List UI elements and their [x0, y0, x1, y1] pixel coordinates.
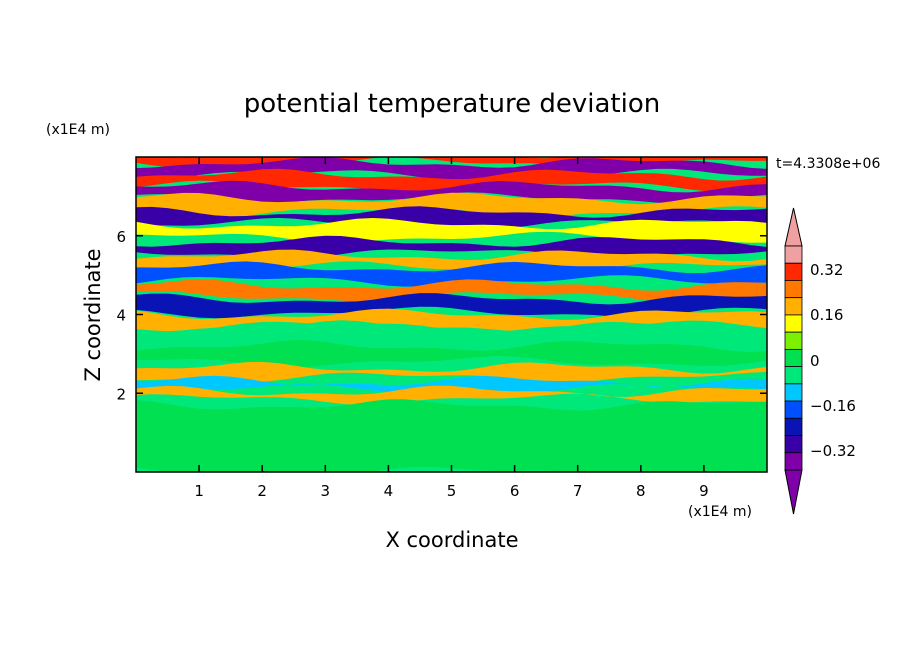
colorbar-tick-label: −0.16 — [810, 397, 856, 415]
colorbar-segment — [784, 417, 803, 436]
contour-band — [136, 308, 767, 333]
y-axis: 2 4 6 — [116, 228, 767, 403]
x-unit-label: (x1E4 m) — [688, 504, 752, 520]
chart-title: potential temperature deviation — [244, 89, 660, 119]
contour-band — [136, 293, 767, 319]
colorbar-over-triangle — [784, 207, 803, 247]
contour-band — [136, 385, 767, 405]
contour-band — [136, 261, 767, 287]
colorbar-segment — [784, 245, 803, 264]
colorbar-segment — [784, 366, 803, 385]
colorbar-segment — [784, 435, 803, 454]
colorbar-tick-label: −0.32 — [810, 442, 856, 460]
colorbar-segment — [784, 280, 803, 299]
colorbar: 0.32 0.16 0 −0.16 −0.32 — [784, 207, 856, 515]
colorbar-segment — [784, 297, 803, 316]
contour-band — [136, 192, 767, 218]
colorbar-segment — [784, 314, 803, 333]
colorbar-under-triangle — [784, 469, 803, 515]
x-tick-label: 5 — [447, 482, 457, 500]
colorbar-segment — [784, 331, 803, 350]
y-tick-label: 2 — [116, 385, 126, 403]
x-tick-label: 7 — [573, 482, 583, 500]
contour-band — [136, 168, 767, 192]
colorbar-tick-label: 0 — [810, 352, 820, 370]
contour-bands — [136, 157, 767, 472]
colorbar-segment — [784, 400, 803, 419]
contour-band — [136, 361, 767, 384]
contour-band — [136, 218, 767, 244]
time-label: t=4.3308e+06 — [776, 156, 880, 172]
contour-band — [136, 206, 767, 230]
contour-band — [136, 279, 767, 303]
x-tick-label: 8 — [636, 482, 646, 500]
x-tick-label: 9 — [699, 482, 709, 500]
x-tick-label: 3 — [321, 482, 331, 500]
colorbar-segment — [784, 452, 803, 471]
x-tick-label: 1 — [194, 482, 204, 500]
x-tick-label: 2 — [257, 482, 267, 500]
x-axis-label: X coordinate — [385, 528, 518, 552]
x-axis: 1 2 3 4 5 6 7 8 9 — [194, 157, 709, 500]
contour-band — [136, 340, 767, 368]
y-tick-label: 6 — [116, 228, 126, 246]
contour-band — [136, 180, 767, 204]
x-tick-label: 4 — [384, 482, 394, 500]
colorbar-segment — [784, 383, 803, 402]
colorbar-tick-label: 0.32 — [810, 261, 843, 279]
y-axis-label: Z coordinate — [81, 248, 105, 381]
colorbar-segment — [784, 348, 803, 368]
y-unit-label: (x1E4 m) — [46, 122, 110, 138]
contour-band — [136, 157, 767, 181]
contour-band — [136, 375, 767, 394]
colorbar-tick-label: 0.16 — [810, 306, 843, 324]
plot-area — [136, 157, 767, 472]
contour-band — [136, 399, 767, 472]
colorbar-segment — [784, 262, 803, 281]
y-tick-label: 4 — [116, 307, 126, 325]
x-tick-label: 6 — [510, 482, 520, 500]
